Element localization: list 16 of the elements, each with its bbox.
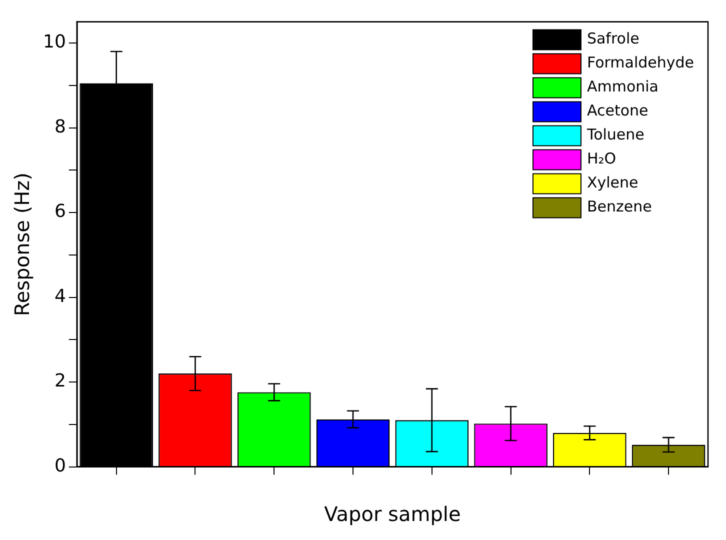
x-axis-title: Vapor sample [324, 502, 461, 526]
y-tick-label: 10 [43, 32, 66, 53]
y-tick-label: 0 [54, 455, 66, 476]
legend-label: Benzene [586, 198, 652, 216]
y-tick-label: 4 [54, 286, 66, 307]
legend-label: H₂O [586, 150, 616, 168]
y-tick-label: 8 [54, 116, 66, 138]
y-axis-title: Response (Hz) [10, 172, 34, 316]
legend-label: Formaldehyde [586, 54, 694, 72]
y-tick-label: 2 [54, 370, 66, 392]
legend-label: Safrole [586, 30, 640, 48]
y-tick-label: 6 [54, 201, 66, 222]
legend-label: Ammonia [586, 78, 658, 96]
legend-label: Acetone [586, 102, 648, 120]
legend-label: Xylene [586, 174, 638, 192]
legend-label: Toluene [586, 126, 644, 144]
